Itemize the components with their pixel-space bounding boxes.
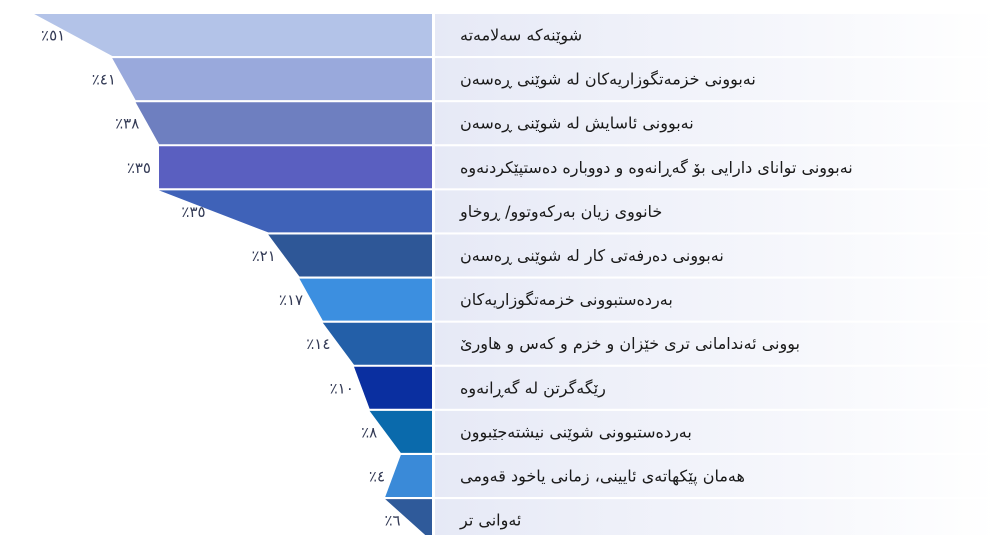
category-label: بەردەستبوونی شوێنی نیشتەجێبوون bbox=[460, 422, 692, 442]
category-label: نەبوونی توانای دارایی بۆ گەڕانەوە و دووب… bbox=[460, 158, 853, 178]
label-band bbox=[435, 58, 997, 101]
funnel-bar bbox=[112, 58, 432, 101]
value-label: ٪٨ bbox=[361, 423, 377, 441]
funnel-bar bbox=[385, 499, 432, 539]
label-band bbox=[435, 366, 997, 409]
category-label: خانووی زیان بەرکەوتوو/ ڕوخاو bbox=[459, 202, 662, 222]
value-label: ٪١٠ bbox=[330, 379, 354, 397]
funnel-bar bbox=[34, 14, 432, 56]
value-label: ٪٣٥ bbox=[127, 159, 151, 177]
label-band bbox=[435, 322, 997, 365]
value-label: ٪٣٥ bbox=[181, 203, 205, 221]
value-label: ٪٢١ bbox=[252, 247, 276, 265]
funnel-bar bbox=[369, 410, 432, 453]
funnel-bar bbox=[159, 146, 432, 189]
value-label: ٪١٤ bbox=[306, 335, 330, 353]
value-label: ٪٦ bbox=[384, 512, 400, 530]
category-label: نەبوونی دەرفەتی کار لە شوێنی ڕەسەن bbox=[460, 246, 724, 266]
funnel-bar bbox=[135, 102, 432, 145]
value-label: ٪٣٨ bbox=[115, 115, 139, 133]
category-label: ئەوانی تر bbox=[459, 511, 521, 531]
category-label: شوێنەکە سەلامەتە bbox=[460, 26, 582, 46]
label-band bbox=[435, 14, 997, 56]
funnel-bar bbox=[268, 234, 432, 277]
label-band bbox=[435, 190, 997, 233]
funnel-bar bbox=[354, 366, 432, 409]
value-label: ٪١٧ bbox=[279, 291, 303, 309]
funnel-bar bbox=[385, 455, 432, 497]
label-band bbox=[435, 146, 997, 189]
category-label: نەبوونی ئاسایش لە شوێنی ڕەسەن bbox=[460, 114, 694, 134]
funnel-bar bbox=[322, 322, 432, 365]
label-band bbox=[435, 102, 997, 145]
label-band bbox=[435, 278, 997, 321]
funnel-bar bbox=[299, 278, 432, 321]
category-label: بوونی ئەندامانی تری خێزان و خزم و کەس و … bbox=[460, 334, 800, 354]
label-band bbox=[435, 410, 997, 453]
label-band bbox=[435, 455, 997, 497]
value-label: ٪٤ bbox=[369, 468, 385, 486]
value-label: ٪٤١ bbox=[92, 71, 116, 89]
funnel-bar bbox=[159, 190, 432, 233]
value-label: ٪٥١ bbox=[41, 27, 65, 45]
category-label: نەبوونی خزمەتگوزاریەکان لە شوێنی ڕەسەن bbox=[460, 70, 756, 90]
category-label: بەردەستبوونی خزمەتگوزاریەکان bbox=[460, 290, 673, 310]
label-band bbox=[435, 234, 997, 277]
category-label: رێگەگرتن لە گەڕانەوە bbox=[460, 378, 606, 398]
category-label: هەمان پێکهاتەی ئایینی، زمانی یاخود قەومی bbox=[460, 467, 745, 487]
label-band bbox=[435, 499, 997, 539]
